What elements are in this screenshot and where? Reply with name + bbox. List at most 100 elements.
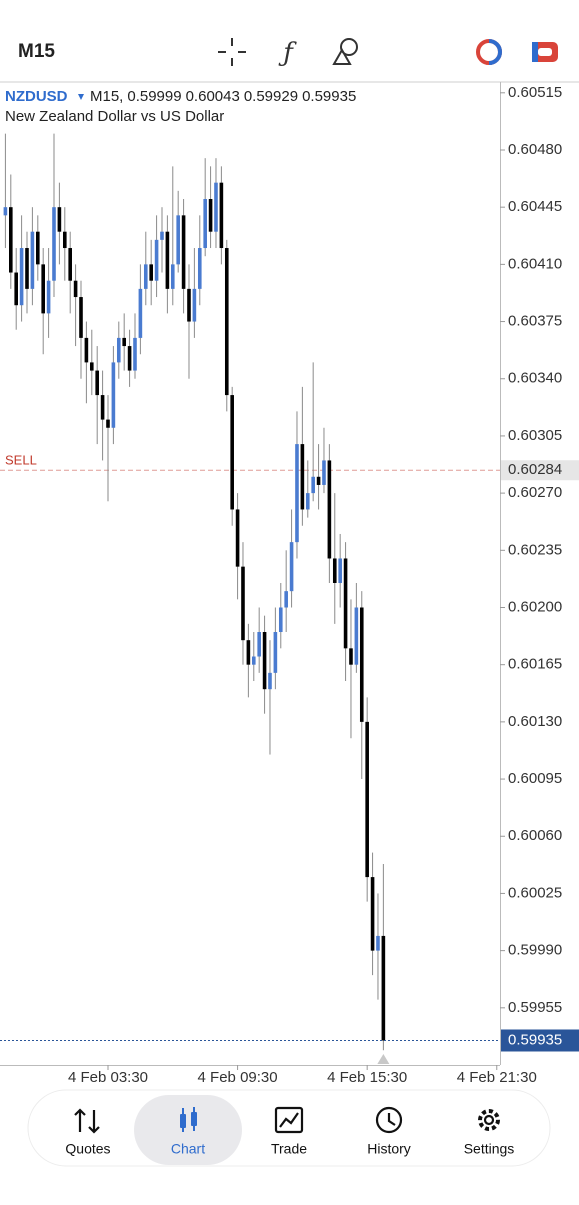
candle-body bbox=[154, 239, 159, 281]
candle-body bbox=[143, 264, 148, 289]
tab-label[interactable]: History bbox=[367, 1141, 411, 1157]
candle-body bbox=[278, 607, 283, 633]
candle-body bbox=[170, 264, 175, 289]
y-tick-label: 0.60130 bbox=[508, 713, 562, 730]
candle-body bbox=[284, 591, 288, 608]
y-tick-label: 0.60515 bbox=[508, 84, 562, 101]
tab-icon[interactable] bbox=[375, 1106, 403, 1134]
y-tick-label: 0.60270 bbox=[508, 484, 562, 501]
x-tick-label: 4 Feb 21:30 bbox=[457, 1069, 537, 1086]
sell-label: SELL bbox=[5, 453, 37, 468]
candle-body bbox=[14, 272, 18, 306]
candle-body bbox=[149, 264, 153, 281]
tab-icon[interactable] bbox=[180, 1107, 197, 1132]
candle-body bbox=[3, 207, 8, 216]
candle-body bbox=[251, 656, 256, 665]
x-tick-label: 4 Feb 09:30 bbox=[198, 1069, 278, 1086]
candle-body bbox=[219, 182, 224, 249]
tab-active-bg bbox=[134, 1095, 242, 1165]
candle-body bbox=[289, 542, 294, 592]
candle-body bbox=[262, 632, 267, 690]
indicators-icon[interactable]: ƒ bbox=[278, 38, 297, 68]
candle-body bbox=[300, 444, 305, 510]
candle-body bbox=[332, 558, 337, 583]
header-high: 0.60043 bbox=[186, 88, 240, 105]
candle-body bbox=[41, 264, 45, 314]
candle-body bbox=[165, 231, 170, 289]
candle-body bbox=[246, 640, 251, 665]
tab-icon[interactable] bbox=[274, 1106, 304, 1134]
candle-body bbox=[95, 370, 99, 396]
account-icon[interactable] bbox=[476, 39, 502, 65]
candle-body bbox=[235, 509, 240, 567]
tab-label[interactable]: Trade bbox=[271, 1141, 307, 1157]
candle-body bbox=[192, 288, 197, 322]
x-tick-label: 4 Feb 03:30 bbox=[68, 1069, 148, 1086]
candle-body bbox=[327, 460, 332, 559]
trade-icon[interactable] bbox=[532, 42, 558, 62]
candle-body bbox=[160, 231, 164, 240]
candle-body bbox=[273, 632, 278, 673]
y-tick-label: 0.60445 bbox=[508, 198, 562, 215]
candle-body bbox=[349, 648, 353, 665]
candle-body bbox=[116, 337, 121, 363]
tab-label[interactable]: Chart bbox=[171, 1141, 205, 1157]
y-tick-label: 0.59990 bbox=[508, 942, 562, 959]
candle-body bbox=[111, 362, 116, 428]
y-tick-label: 0.60480 bbox=[508, 141, 562, 158]
candle-body bbox=[100, 395, 105, 420]
candle-body bbox=[79, 297, 83, 338]
header-close: 0.59935 bbox=[302, 88, 356, 105]
x-tick-label: 4 Feb 15:30 bbox=[327, 1069, 407, 1086]
candle-body bbox=[359, 607, 364, 722]
candle-body bbox=[8, 207, 13, 273]
tab-label[interactable]: Settings bbox=[464, 1141, 515, 1157]
candle-body bbox=[57, 207, 62, 232]
sell-price-box bbox=[501, 460, 579, 481]
candle-body bbox=[241, 566, 245, 641]
y-tick-label: 0.60060 bbox=[508, 827, 562, 844]
tab[interactable]: Chart bbox=[134, 1095, 242, 1165]
candle-body bbox=[187, 288, 191, 322]
tab-icon[interactable] bbox=[74, 1108, 100, 1134]
timeframe[interactable]: M15 bbox=[18, 41, 55, 62]
y-tick-label: 0.60375 bbox=[508, 313, 562, 330]
objects-icon[interactable] bbox=[332, 38, 358, 65]
ohlc-header: M15, 0.59999 0.60043 0.59929 0.59935 bbox=[90, 88, 356, 105]
tab[interactable]: Quotes bbox=[65, 1108, 111, 1157]
candle-body bbox=[181, 215, 186, 289]
y-tick-label: 0.60200 bbox=[508, 598, 562, 615]
y-tick-label: 0.60305 bbox=[508, 427, 562, 444]
header-open: 0.59999 bbox=[127, 88, 181, 105]
candle-body bbox=[365, 721, 369, 878]
candle-body bbox=[138, 288, 143, 338]
tab[interactable]: History bbox=[367, 1106, 411, 1157]
candle-body bbox=[52, 207, 56, 281]
candle-body bbox=[35, 231, 40, 265]
symbol[interactable]: NZDUSD bbox=[5, 88, 68, 105]
crosshair-icon[interactable] bbox=[218, 38, 246, 66]
candle-body bbox=[68, 248, 72, 281]
y-tick-label: 0.60095 bbox=[508, 770, 562, 787]
symbol-dropdown-icon[interactable] bbox=[78, 94, 84, 100]
candle-body bbox=[203, 199, 207, 249]
candle-body bbox=[370, 877, 375, 951]
candle-body bbox=[122, 337, 126, 347]
candle-body bbox=[84, 337, 89, 363]
candle-body bbox=[224, 248, 229, 396]
tab-label[interactable]: Quotes bbox=[65, 1141, 110, 1157]
candle-body bbox=[305, 493, 310, 510]
description: New Zealand Dollar vs US Dollar bbox=[5, 108, 224, 125]
tab-icon[interactable] bbox=[478, 1109, 500, 1131]
candle-body bbox=[316, 476, 321, 485]
candle-body bbox=[197, 248, 202, 289]
candle-body bbox=[73, 280, 78, 298]
tab[interactable]: Trade bbox=[271, 1106, 307, 1157]
tab[interactable]: Settings bbox=[464, 1109, 515, 1157]
y-tick-label: 0.60025 bbox=[508, 884, 562, 901]
candle-body bbox=[376, 935, 380, 951]
candle-body bbox=[354, 607, 359, 665]
ohlc-text: M15, 0.59999 0.60043 0.59929 0.59935 bbox=[90, 88, 356, 105]
